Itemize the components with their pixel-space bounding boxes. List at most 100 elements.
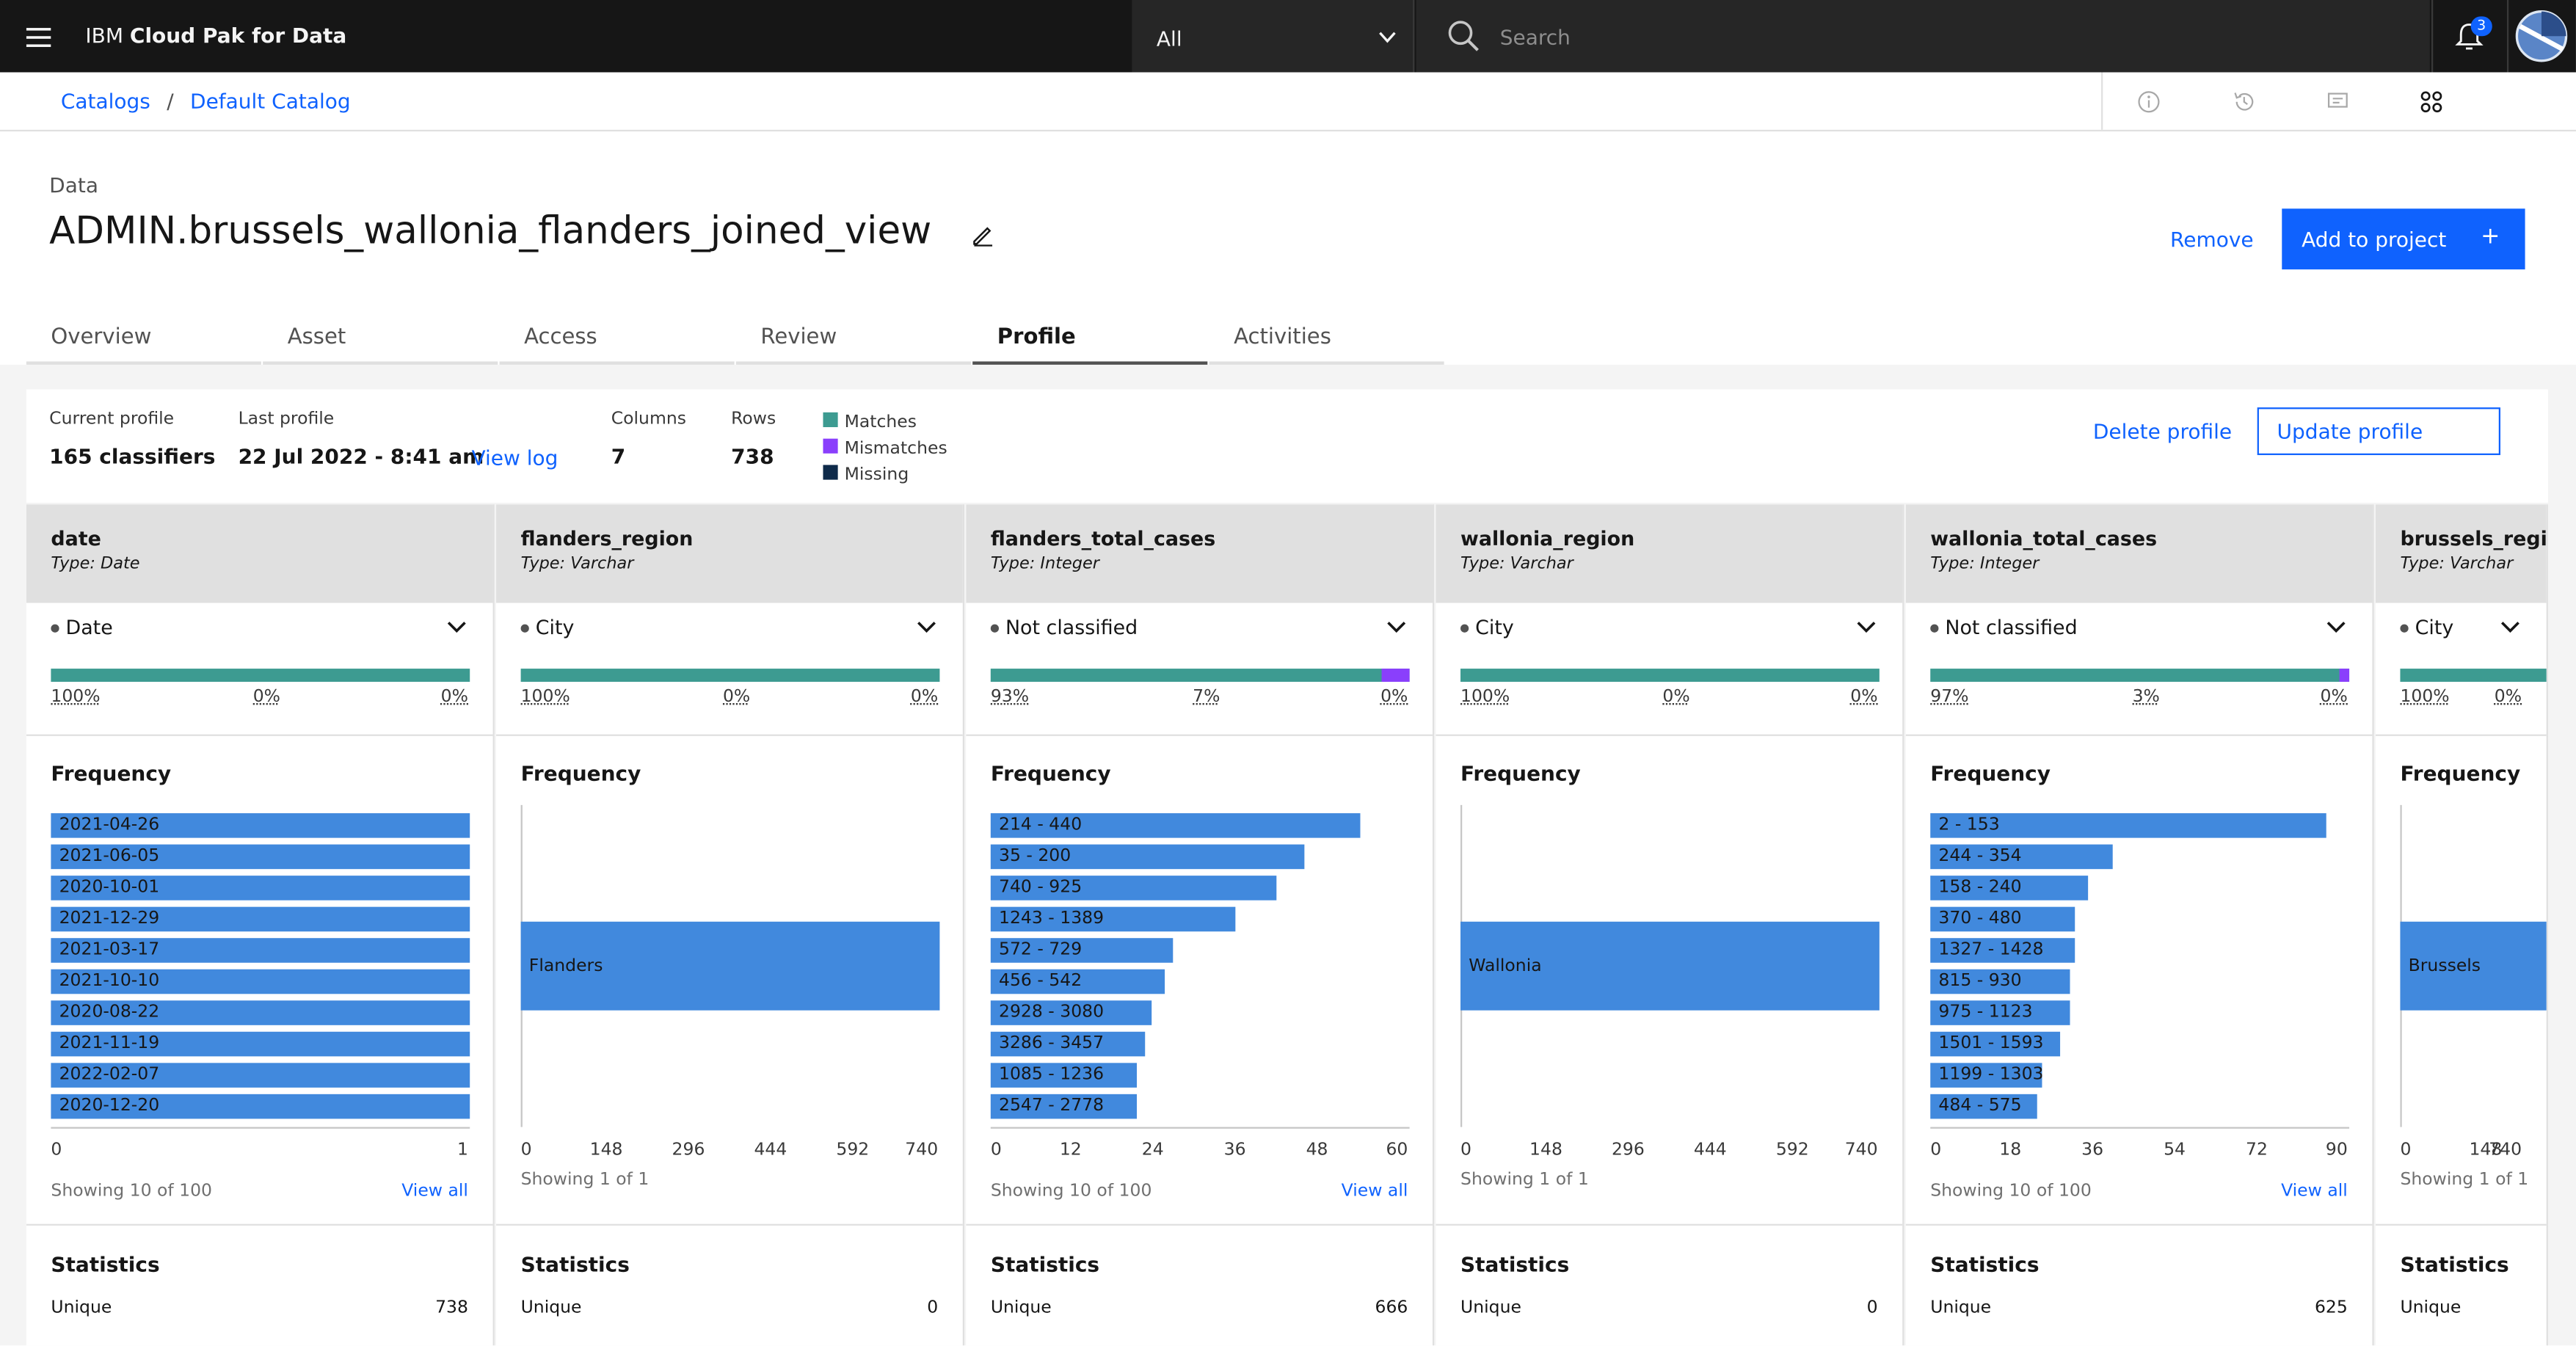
add-to-project-button[interactable]: Add to project + (2282, 208, 2525, 270)
view-log-link[interactable]: View log (471, 445, 559, 470)
classification-dropdown[interactable]: City (520, 616, 574, 639)
last-profile-value: 22 Jul 2022 - 8:41 am (238, 443, 484, 468)
frequency-bar: 2 - 153 (1930, 813, 2326, 838)
legend-label: Missing (844, 465, 909, 485)
classification-dropdown[interactable]: Not classified (1930, 616, 2078, 639)
frequency-bar: 3286 - 3457 (990, 1031, 1145, 1057)
frequency-bar: 2021-10-10 (51, 969, 470, 994)
classification-dropdown[interactable]: Date (51, 616, 113, 639)
chevron-down-icon[interactable] (1853, 616, 1880, 639)
quality-bar (520, 669, 940, 682)
column-card-header: flanders_region Type: Varchar (496, 504, 963, 603)
scope-dropdown[interactable]: All (1132, 0, 1415, 73)
legend-label: Matches (844, 412, 917, 432)
view-all-link[interactable]: View all (401, 1181, 468, 1201)
chevron-down-icon[interactable] (1383, 616, 1410, 639)
section-divider (1905, 734, 2373, 736)
toolbar-divider (2101, 72, 2103, 130)
match-percent: 100% (2400, 686, 2450, 707)
legend-missing: Missing (823, 462, 947, 488)
update-profile-button[interactable]: Update profile (2257, 407, 2500, 456)
product-brand[interactable]: IBM Cloud Pak for Data (85, 23, 346, 48)
tab-activities[interactable]: Activities (1209, 309, 1444, 365)
axis-tick-label: 444 (1693, 1140, 1727, 1160)
breadcrumb-default-catalog[interactable]: Default Catalog (190, 88, 351, 114)
axis-tick-label: 296 (1611, 1140, 1645, 1160)
frequency-bar: 2021-11-19 (51, 1031, 470, 1057)
classification-value: Not classified (1005, 616, 1138, 639)
comment-icon[interactable] (2326, 90, 2349, 113)
asset-kind-label: Data (49, 172, 98, 197)
axis-tick-label: 36 (1223, 1140, 1246, 1160)
showing-count: Showing 1 of 1 (2400, 1169, 2529, 1190)
notifications-button[interactable]: 3 (2431, 0, 2506, 73)
classification-value: City (1475, 616, 1514, 639)
axis-tick-label: 18 (1999, 1140, 2022, 1160)
classification-dropdown[interactable]: Not classified (990, 616, 1138, 639)
view-all-link[interactable]: View all (2281, 1181, 2348, 1201)
chevron-down-icon[interactable] (2323, 616, 2349, 639)
missing-percent: 0% (2494, 686, 2522, 707)
axis-tick-label: 48 (1306, 1140, 1328, 1160)
column-name: wallonia_total_cases (1930, 527, 2158, 550)
classification-dropdown[interactable]: City (1460, 616, 1514, 639)
column-type: Type: Integer (990, 555, 1099, 574)
view-all-link[interactable]: View all (1341, 1181, 1408, 1201)
tab-profile[interactable]: Profile (972, 309, 1208, 365)
remove-button[interactable]: Remove (2170, 226, 2254, 252)
frequency-bar: 370 - 480 (1930, 906, 2075, 932)
axis-tick-label: 0 (990, 1140, 1002, 1160)
chevron-down-icon[interactable] (2497, 616, 2524, 639)
tab-overview[interactable]: Overview (26, 309, 261, 365)
search-input[interactable]: Search (1499, 24, 1571, 50)
axis-tick-label: 148 (589, 1140, 623, 1160)
missing-percent: 0% (910, 686, 939, 707)
unique-label: Unique (51, 1298, 112, 1318)
search-box[interactable]: Search (1416, 0, 2430, 73)
showing-count: Showing 10 of 100 (51, 1181, 213, 1201)
tab-review[interactable]: Review (735, 309, 971, 365)
edit-icon[interactable] (971, 223, 994, 247)
history-icon[interactable] (2233, 90, 2255, 113)
status-dot-icon (520, 624, 529, 633)
unique-label: Unique (2400, 1298, 2462, 1318)
current-profile-value: 165 classifiers (49, 443, 216, 468)
breadcrumb-divider (0, 129, 2576, 132)
tab-asset[interactable]: Asset (263, 309, 498, 365)
frequency-bar: 2021-03-17 (51, 938, 470, 963)
menu-icon[interactable] (26, 25, 51, 48)
classification-dropdown[interactable]: City (2400, 616, 2453, 639)
frequency-heading: Frequency (1930, 760, 2051, 786)
frequency-bar: 740 - 925 (990, 876, 1277, 901)
frequency-bar: 2020-12-20 (51, 1094, 470, 1119)
column-type: Type: Varchar (520, 555, 634, 574)
columns-label: Columns (611, 409, 686, 429)
column-card-header: flanders_total_cases Type: Integer (966, 504, 1433, 603)
chevron-down-icon[interactable] (914, 616, 940, 639)
info-icon[interactable] (2137, 90, 2160, 113)
chart-axis (1930, 1127, 2350, 1129)
mismatch-percent: 0% (1662, 686, 1690, 707)
column-card-date: date Type: Date Date 100% 0% 0% Frequency 2021-… (26, 504, 495, 1346)
mismatch-percent: 0% (722, 686, 751, 707)
user-avatar[interactable] (2506, 0, 2576, 73)
section-divider (1436, 1223, 1903, 1226)
unique-label: Unique (1930, 1298, 1992, 1318)
relationships-icon[interactable] (2420, 90, 2442, 113)
breadcrumb-catalogs[interactable]: Catalogs (60, 88, 150, 114)
axis-tick-label: 90 (2325, 1140, 2348, 1160)
frequency-heading: Frequency (2400, 760, 2521, 786)
frequency-bar: 1243 - 1389 (990, 906, 1235, 932)
match-percent: 97% (1930, 686, 1969, 707)
frequency-bar: 2547 - 2778 (990, 1094, 1138, 1119)
quality-bar (1460, 669, 1880, 682)
column-name: wallonia_region (1460, 527, 1635, 550)
delete-profile-button[interactable]: Delete profile (2092, 418, 2233, 444)
tab-access[interactable]: Access (499, 309, 735, 365)
column-name: date (51, 527, 101, 550)
frequency-heading: Frequency (520, 760, 641, 786)
chevron-down-icon[interactable] (443, 616, 470, 639)
axis-tick-label: 740 (905, 1140, 939, 1160)
